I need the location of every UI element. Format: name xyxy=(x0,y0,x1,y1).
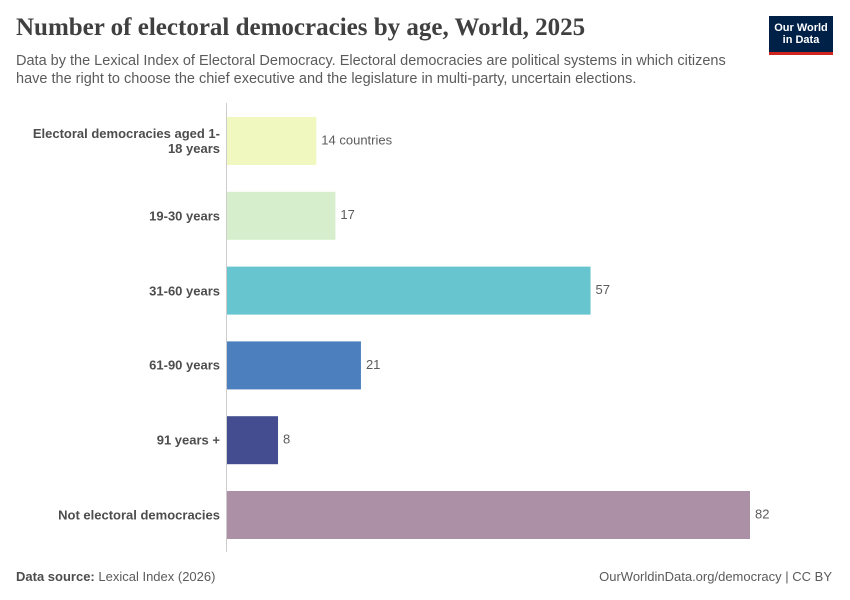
chart-title: Number of electoral democracies by age, … xyxy=(16,14,586,41)
chart-subtitle: Data by the Lexical Index of Electoral D… xyxy=(16,53,726,87)
bar xyxy=(227,191,336,240)
category-label: 91 years + xyxy=(156,432,220,448)
category-label: Electoral democracies aged 1-18 years xyxy=(32,126,220,156)
value-label: 21 xyxy=(366,357,380,372)
value-label: 17 xyxy=(340,207,354,222)
value-label: 8 xyxy=(283,432,290,447)
logo[interactable]: Our World in Data xyxy=(769,16,833,55)
bar xyxy=(227,416,279,465)
bar xyxy=(227,341,361,390)
value-label: 57 xyxy=(596,282,610,297)
source: Data source: Lexical Index (2026) xyxy=(16,569,215,584)
logo-text: Our World xyxy=(774,22,828,34)
category-label: Not electoral democracies xyxy=(58,507,220,523)
logo-text: in Data xyxy=(782,34,820,46)
value-label: 14 countries xyxy=(321,132,392,147)
value-label: 82 xyxy=(755,506,769,521)
source-text: Lexical Index (2026) xyxy=(98,569,216,584)
category-label: 31-60 years xyxy=(149,283,220,299)
bar xyxy=(227,266,591,315)
source-label: Data source: xyxy=(16,569,95,584)
footer[interactable]: OurWorldinData.org/democracy | CC BY xyxy=(599,569,832,584)
category-label: 61-90 years xyxy=(149,357,220,373)
bar xyxy=(227,117,317,165)
category-label: 19-30 years xyxy=(149,208,220,224)
bar xyxy=(227,491,750,539)
